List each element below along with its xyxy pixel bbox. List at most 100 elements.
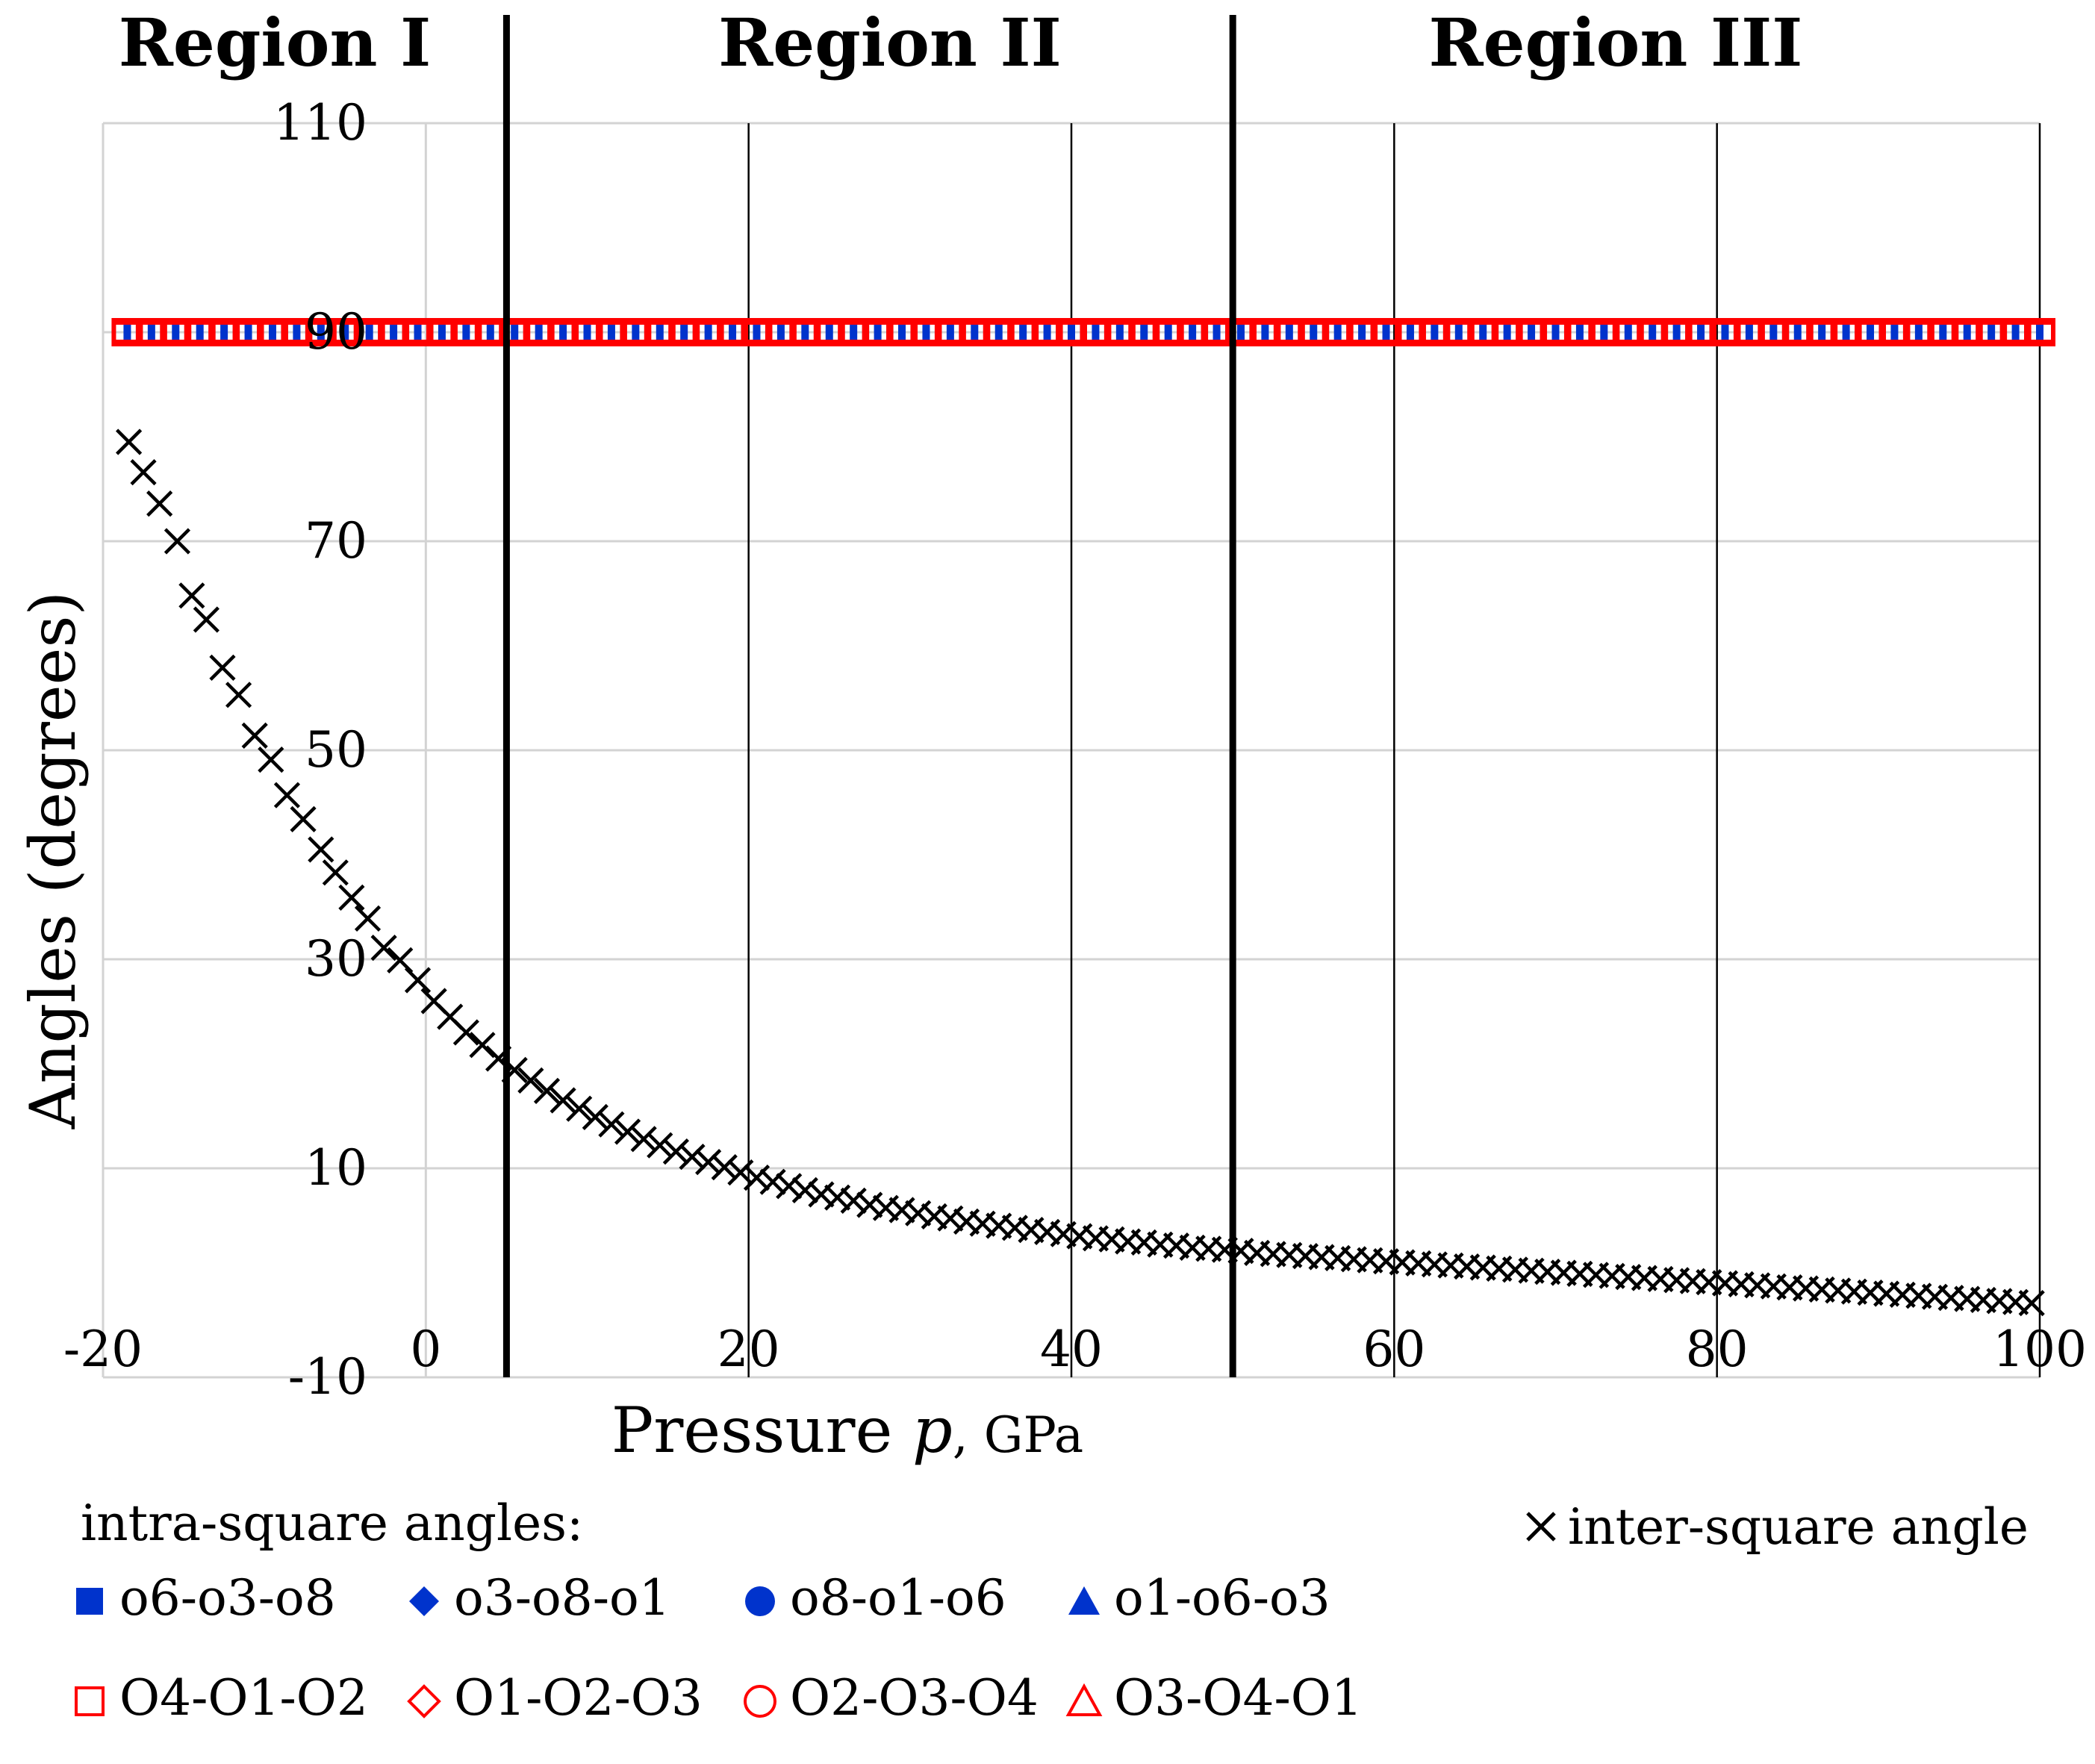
x-tick-label: -20 xyxy=(63,1321,143,1378)
intra-marker-blue xyxy=(462,325,470,340)
intra-marker-blue xyxy=(390,325,398,340)
intra-marker-blue xyxy=(414,325,422,340)
intra-marker-blue xyxy=(1551,325,1560,340)
inter-marker xyxy=(452,1019,479,1046)
intra-marker-blue xyxy=(753,325,761,340)
inter-marker xyxy=(533,1077,561,1104)
inter-marker xyxy=(164,528,191,555)
intra-marker-blue xyxy=(1503,325,1511,340)
inter-marker xyxy=(517,1067,544,1094)
inter-marker xyxy=(856,1191,883,1218)
y-tick-label: 110 xyxy=(273,94,367,152)
intra-marker-blue xyxy=(776,325,785,340)
intra-marker-blue xyxy=(1140,325,1148,340)
intra-square-series xyxy=(111,318,2055,346)
inter-marker xyxy=(338,884,365,911)
intra-marker-blue xyxy=(293,325,301,340)
inter-marker xyxy=(258,747,284,773)
intra-marker-blue xyxy=(1624,325,1632,340)
intra-marker-blue xyxy=(583,325,591,340)
x-axis-title: Pressure p, GPa xyxy=(611,1394,1084,1467)
legend-intra-title: intra-square angles: xyxy=(81,1495,583,1552)
inter-marker xyxy=(759,1168,786,1195)
inter-marker xyxy=(888,1197,915,1224)
inter-marker xyxy=(2018,1290,2045,1317)
intra-marker-blue xyxy=(1842,325,1850,340)
legend-intra-entries: o6-o3-o8 o3-o8-o1 o8-o1-o6 o1-o6-o3 O4-O1-O2… xyxy=(75,1569,1363,1727)
intra-marker-blue xyxy=(1236,325,1245,340)
intra-marker-blue xyxy=(1745,325,1753,340)
legend-marker xyxy=(744,1685,776,1718)
intra-marker-blue xyxy=(1649,325,1657,340)
intra-marker-blue xyxy=(801,325,809,340)
intra-band-bottom xyxy=(113,340,2053,344)
grid xyxy=(102,122,2041,1379)
intra-marker-blue xyxy=(341,325,349,340)
intra-marker-blue xyxy=(1164,325,1172,340)
intra-marker-blue xyxy=(1769,325,1778,340)
x-tick-label: 100 xyxy=(1993,1321,2087,1378)
inter-marker xyxy=(209,654,236,681)
intra-marker-blue xyxy=(632,325,640,340)
legend-marker xyxy=(76,1588,103,1615)
inter-marker xyxy=(290,805,317,832)
y-tick-label: 30 xyxy=(305,930,367,988)
region-label: Region I xyxy=(119,4,432,81)
intra-marker-blue xyxy=(1454,325,1463,340)
inter-marker xyxy=(598,1111,625,1138)
y-tick-label: -10 xyxy=(288,1348,367,1406)
inter-marker xyxy=(354,905,382,932)
inter-marker xyxy=(791,1176,818,1203)
intra-marker-blue xyxy=(1914,325,1923,340)
inter-marker xyxy=(808,1181,835,1208)
legend-label: O2-O3-O4 xyxy=(790,1669,1039,1727)
inter-marker xyxy=(662,1138,689,1165)
intra-marker-blue xyxy=(1285,325,1293,340)
x-tick-label: 60 xyxy=(1363,1321,1425,1378)
intra-marker-blue xyxy=(1890,325,1899,340)
intra-marker-blue xyxy=(438,325,446,340)
intra-band-top xyxy=(113,320,2053,325)
x-tick-label: 80 xyxy=(1686,1321,1749,1378)
inter-marker xyxy=(840,1187,867,1214)
intra-marker-blue xyxy=(123,325,131,340)
intra-marker-blue xyxy=(874,325,882,340)
inter-marker xyxy=(905,1200,932,1227)
legend-marker xyxy=(75,1686,105,1716)
legend-marker xyxy=(1068,1586,1100,1615)
intra-marker-blue xyxy=(2036,325,2043,340)
intra-marker-blue xyxy=(220,325,228,340)
intra-marker-blue xyxy=(1818,325,1826,340)
intra-marker-blue xyxy=(1479,325,1487,340)
intra-marker-blue xyxy=(1575,325,1584,340)
y-tick-label: 50 xyxy=(305,721,367,779)
intra-marker-blue xyxy=(922,325,930,340)
intra-marker-blue xyxy=(656,325,664,340)
inter-marker xyxy=(322,859,349,886)
intra-marker-blue xyxy=(1043,325,1051,340)
intra-marker-blue xyxy=(147,325,155,340)
intra-marker-blue xyxy=(1189,325,1197,340)
legend-x-marker xyxy=(1526,1512,1556,1542)
inter-marker xyxy=(614,1118,641,1145)
intra-marker-blue xyxy=(946,325,954,340)
legend-inter-square: inter-square angle xyxy=(1526,1498,2029,1556)
inter-marker xyxy=(711,1154,738,1181)
intra-marker-blue xyxy=(268,325,276,340)
intra-marker-blue xyxy=(317,325,325,340)
inter-marker xyxy=(743,1165,771,1191)
intra-marker-blue xyxy=(1721,325,1729,340)
intra-marker-blue xyxy=(1528,325,1536,340)
y-axis-title: Angles (degrees) xyxy=(16,591,90,1129)
intra-marker-blue xyxy=(535,325,543,340)
x-tick-label: 0 xyxy=(410,1321,441,1378)
inter-marker xyxy=(308,836,334,863)
legend-label: O1-O2-O3 xyxy=(454,1669,703,1727)
inter-marker xyxy=(115,428,143,455)
intra-marker-blue xyxy=(1092,325,1100,340)
inter-marker xyxy=(727,1159,754,1186)
y-tick-label: 90 xyxy=(305,303,367,361)
intra-marker-blue xyxy=(1939,325,1947,340)
x-tick-label: 20 xyxy=(717,1321,780,1378)
